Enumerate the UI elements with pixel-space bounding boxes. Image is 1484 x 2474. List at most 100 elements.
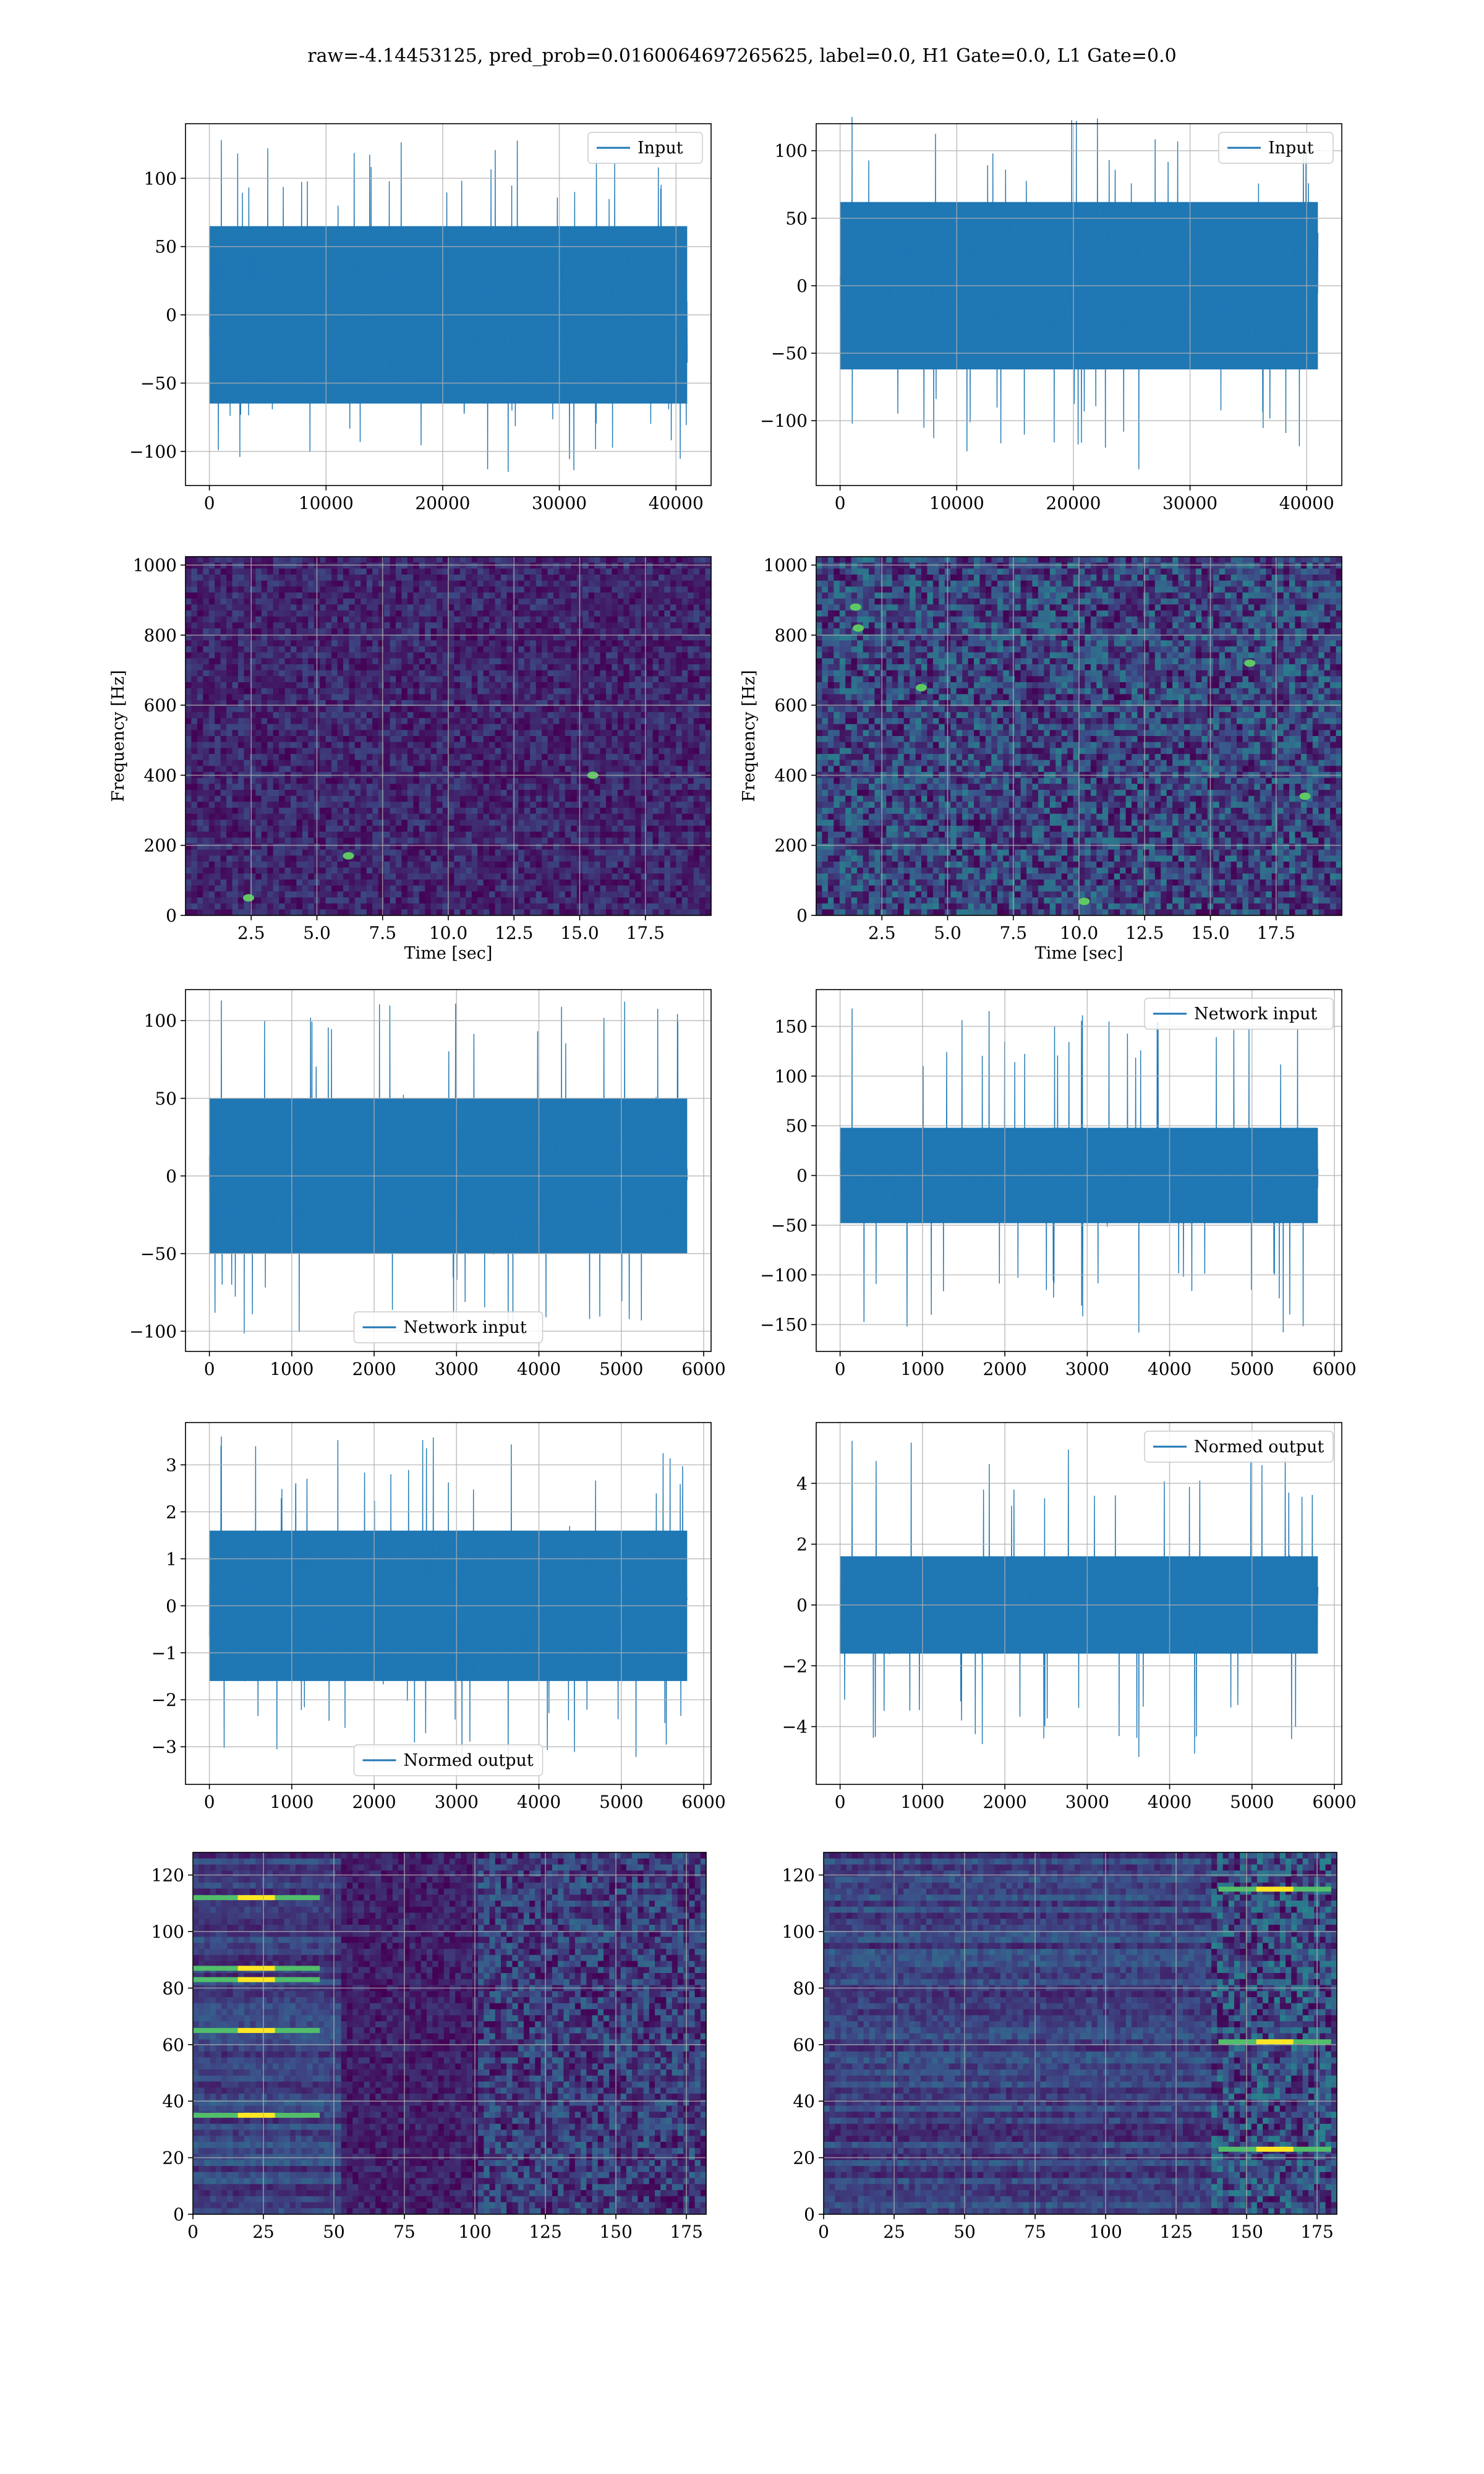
x-tick-label: 175 xyxy=(670,2222,702,2242)
series-line-r3c2 xyxy=(839,1008,1319,1333)
x-tick-label: 30000 xyxy=(1162,493,1217,513)
x-tick-label: 7.5 xyxy=(999,923,1027,943)
y-tick-label: 0 xyxy=(166,1596,177,1616)
x-tick-label: 5.0 xyxy=(303,923,331,943)
x-tick-label: 1000 xyxy=(270,1359,313,1379)
x-tick-label: 5.0 xyxy=(934,923,962,943)
panel-r3c2: 0 1000 2000 3000 4000 5000 6000 −150 −100 −50 0 50 1… xyxy=(760,989,1357,1379)
y-tick-label: 100 xyxy=(144,1011,177,1031)
series-line-r4c2 xyxy=(839,1440,1319,1757)
y-tick-label: 800 xyxy=(775,625,808,646)
x-tick-label: 0 xyxy=(835,493,846,513)
y-tick-label: −50 xyxy=(771,1215,808,1236)
panel-r4c1: 0 1000 2000 3000 4000 5000 6000 −3 −2 −1 0 1 2 3 Norme… xyxy=(151,1422,726,1812)
series-line-r3c1 xyxy=(208,1000,688,1336)
x-tick-label: 2000 xyxy=(352,1359,396,1379)
legend-box xyxy=(353,1744,544,1776)
hot-row-peak xyxy=(237,1966,275,1971)
y-tick-label: −100 xyxy=(129,1321,177,1342)
legend-label: Network input xyxy=(404,1318,527,1337)
hot-row-peak xyxy=(1256,1886,1294,1892)
y-tick-label: 50 xyxy=(785,1116,808,1136)
x-tick-label: 4000 xyxy=(517,1792,561,1812)
x-tick-label: 4000 xyxy=(1148,1792,1192,1812)
y-tick-label: 120 xyxy=(151,1865,184,1886)
y-tick-label: 0 xyxy=(796,1166,808,1186)
x-tick-label: 50 xyxy=(323,2222,345,2242)
y-tick-label: −2 xyxy=(782,1656,808,1676)
y-tick-label: 3 xyxy=(166,1455,177,1475)
y-tick-label: 40 xyxy=(793,2091,815,2112)
legend-box xyxy=(1144,998,1334,1030)
legend: Input xyxy=(1218,132,1334,164)
y-tick-label: 100 xyxy=(775,141,808,161)
x-tick-label: 0 xyxy=(187,2222,198,2242)
x-tick-label: 0 xyxy=(204,493,215,513)
x-tick-label: 5000 xyxy=(599,1359,643,1379)
legend-label: Network input xyxy=(1194,1004,1317,1024)
hot-spot xyxy=(916,683,927,691)
hot-spot xyxy=(343,852,354,860)
x-tick-label: 10.0 xyxy=(1060,923,1098,943)
y-tick-label: 120 xyxy=(782,1865,815,1886)
y-tick-label: 0 xyxy=(796,276,808,296)
y-tick-label: −3 xyxy=(151,1737,177,1757)
y-tick-label: −100 xyxy=(129,442,177,462)
y-tick-label: 0 xyxy=(166,1166,177,1186)
x-tick-label: 17.5 xyxy=(626,923,665,943)
x-tick-label: 30000 xyxy=(532,493,587,513)
axes-frame xyxy=(192,1852,707,2215)
x-tick-label: 125 xyxy=(529,2222,561,2242)
y-axis-label: Frequency [Hz] xyxy=(740,670,759,802)
x-tick-label: 12.5 xyxy=(495,923,533,943)
y-tick-label: 100 xyxy=(151,1922,184,1942)
y-tick-label: 50 xyxy=(785,208,808,229)
series-line-r1c1 xyxy=(208,140,688,472)
y-tick-label: 20 xyxy=(793,2148,815,2168)
y-tick-label: 600 xyxy=(775,695,808,716)
hot-row-peak xyxy=(1256,2039,1294,2045)
y-tick-label: 60 xyxy=(793,2035,815,2055)
y-tick-label: 100 xyxy=(144,168,177,189)
y-tick-label: −150 xyxy=(760,1315,808,1335)
y-tick-label: 0 xyxy=(173,2204,184,2225)
x-axis-label: Time [sec] xyxy=(404,944,493,963)
panel-r3c1: 0 1000 2000 3000 4000 5000 6000 −100 −50 0 50 100 Ne… xyxy=(129,989,726,1379)
legend-label: Normed output xyxy=(1194,1437,1324,1457)
series-line-r1c2 xyxy=(839,117,1319,469)
y-tick-label: 1 xyxy=(166,1549,177,1569)
x-tick-label: 2000 xyxy=(352,1792,396,1812)
y-tick-label: 100 xyxy=(782,1922,815,1942)
axes-frame xyxy=(185,123,712,486)
legend: Input xyxy=(587,132,703,164)
x-tick-label: 10.0 xyxy=(429,923,467,943)
x-tick-label: 15.0 xyxy=(1191,923,1229,943)
y-tick-label: 4 xyxy=(796,1473,808,1494)
y-tick-label: 60 xyxy=(162,2035,184,2055)
heatmap-cells-r5c1 xyxy=(193,1852,707,2215)
hot-spot xyxy=(850,603,861,611)
legend-box xyxy=(587,132,703,164)
x-tick-label: 10000 xyxy=(929,493,984,513)
x-axis-label: Time [sec] xyxy=(1035,944,1124,963)
hot-spot xyxy=(853,624,864,632)
y-axis-label: Frequency [Hz] xyxy=(109,670,128,802)
x-tick-label: 125 xyxy=(1159,2222,1192,2242)
legend-box xyxy=(1218,132,1334,164)
x-tick-label: 2.5 xyxy=(868,923,896,943)
x-tick-label: 7.5 xyxy=(369,923,396,943)
y-tick-label: 200 xyxy=(144,836,177,856)
axes-frame xyxy=(816,123,1342,486)
x-tick-label: 175 xyxy=(1300,2222,1333,2242)
y-tick-label: −4 xyxy=(782,1717,808,1737)
y-tick-label: 100 xyxy=(775,1066,808,1087)
x-tick-label: 0 xyxy=(204,1359,215,1379)
x-tick-label: 0 xyxy=(818,2222,829,2242)
legend: Normed output xyxy=(1144,1431,1334,1463)
x-tick-label: 150 xyxy=(1230,2222,1263,2242)
hot-row-peak xyxy=(237,1895,275,1901)
x-tick-label: 25 xyxy=(883,2222,905,2242)
y-tick-label: 150 xyxy=(775,1016,808,1037)
hot-spot xyxy=(1078,897,1090,905)
